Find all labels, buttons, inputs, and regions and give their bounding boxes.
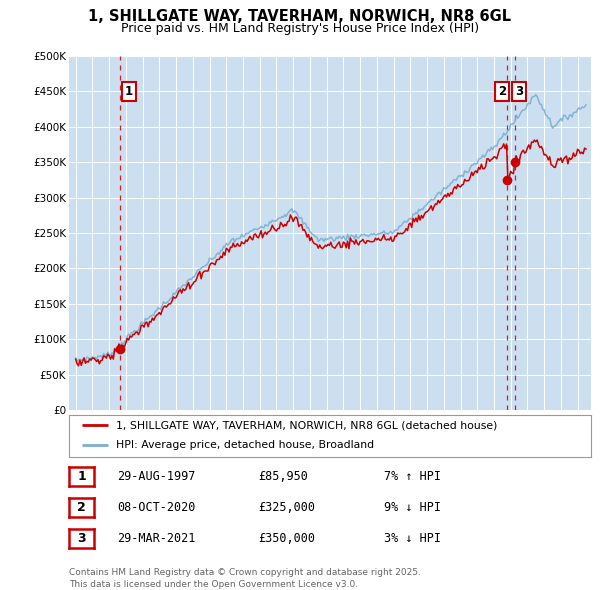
Text: HPI: Average price, detached house, Broadland: HPI: Average price, detached house, Broa… [116,440,374,450]
Text: 1, SHILLGATE WAY, TAVERHAM, NORWICH, NR8 6GL (detached house): 1, SHILLGATE WAY, TAVERHAM, NORWICH, NR8… [116,421,497,430]
Text: 1, SHILLGATE WAY, TAVERHAM, NORWICH, NR8 6GL: 1, SHILLGATE WAY, TAVERHAM, NORWICH, NR8… [88,9,512,24]
Text: 3: 3 [77,532,86,545]
Text: 9% ↓ HPI: 9% ↓ HPI [384,501,441,514]
Text: Price paid vs. HM Land Registry's House Price Index (HPI): Price paid vs. HM Land Registry's House … [121,22,479,35]
Text: £350,000: £350,000 [258,532,315,545]
Text: 3% ↓ HPI: 3% ↓ HPI [384,532,441,545]
Text: 08-OCT-2020: 08-OCT-2020 [117,501,196,514]
Text: 29-AUG-1997: 29-AUG-1997 [117,470,196,483]
Text: 3: 3 [515,85,523,98]
Text: 1: 1 [77,470,86,483]
Text: 2: 2 [498,85,506,98]
Text: 29-MAR-2021: 29-MAR-2021 [117,532,196,545]
Text: Contains HM Land Registry data © Crown copyright and database right 2025.
This d: Contains HM Land Registry data © Crown c… [69,568,421,589]
Text: 2: 2 [77,501,86,514]
Text: £325,000: £325,000 [258,501,315,514]
Text: 7% ↑ HPI: 7% ↑ HPI [384,470,441,483]
Text: 1: 1 [124,85,133,98]
Text: £85,950: £85,950 [258,470,308,483]
